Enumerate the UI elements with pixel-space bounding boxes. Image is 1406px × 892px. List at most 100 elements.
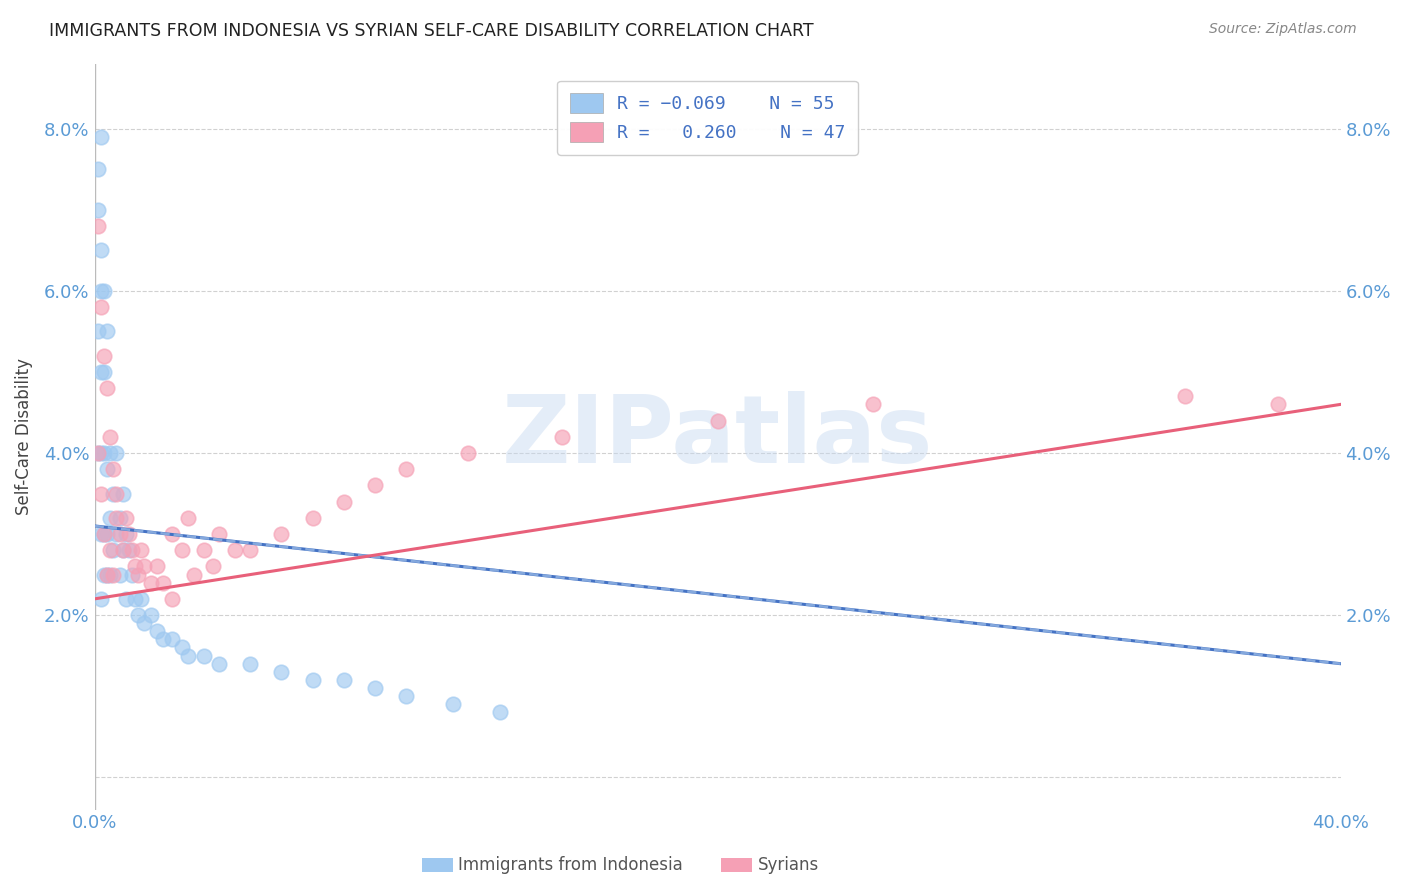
Point — [114, 511, 136, 525]
Point — [152, 632, 174, 647]
Point — [201, 559, 224, 574]
Point — [134, 559, 156, 574]
Point — [93, 567, 115, 582]
Point — [127, 608, 149, 623]
Point — [86, 446, 108, 460]
Point — [131, 543, 153, 558]
Point — [96, 381, 118, 395]
Point — [239, 657, 262, 671]
Point — [93, 349, 115, 363]
Point — [208, 527, 231, 541]
Point — [162, 632, 184, 647]
Point — [124, 559, 146, 574]
Point — [131, 591, 153, 606]
Point — [1267, 397, 1289, 411]
Point — [90, 527, 112, 541]
Point — [98, 543, 121, 558]
Point — [114, 527, 136, 541]
Point — [441, 697, 464, 711]
Point — [333, 673, 356, 687]
Point — [121, 567, 143, 582]
Point — [177, 511, 200, 525]
Text: Immigrants from Indonesia: Immigrants from Indonesia — [458, 856, 683, 874]
Point — [170, 640, 193, 655]
Point — [395, 462, 418, 476]
Point — [98, 446, 121, 460]
Text: Syrians: Syrians — [758, 856, 820, 874]
Point — [301, 673, 323, 687]
Point — [90, 300, 112, 314]
Point — [111, 486, 134, 500]
Point — [90, 130, 112, 145]
Legend: R = −0.069    N = 55, R =   0.260    N = 47: R = −0.069 N = 55, R = 0.260 N = 47 — [557, 80, 858, 154]
Point — [96, 567, 118, 582]
Point — [96, 462, 118, 476]
Point — [90, 446, 112, 460]
Point — [146, 559, 169, 574]
Point — [96, 527, 118, 541]
Point — [98, 430, 121, 444]
Point — [333, 494, 356, 508]
Point — [90, 591, 112, 606]
Point — [121, 543, 143, 558]
Point — [105, 511, 128, 525]
Point — [364, 681, 387, 695]
Y-axis label: Self-Care Disability: Self-Care Disability — [15, 359, 32, 516]
Point — [105, 527, 128, 541]
Point — [118, 543, 141, 558]
Point — [86, 162, 108, 177]
Point — [93, 284, 115, 298]
Point — [86, 446, 108, 460]
Point — [551, 430, 574, 444]
Point — [98, 511, 121, 525]
Point — [364, 478, 387, 492]
Point — [103, 486, 125, 500]
Point — [706, 414, 728, 428]
Point — [183, 567, 205, 582]
Point — [162, 591, 184, 606]
Point — [105, 486, 128, 500]
Point — [93, 446, 115, 460]
Point — [270, 527, 292, 541]
Point — [162, 527, 184, 541]
Point — [98, 567, 121, 582]
Point — [111, 543, 134, 558]
Point — [139, 575, 162, 590]
Point — [118, 527, 141, 541]
Point — [90, 244, 112, 258]
Point — [193, 543, 215, 558]
Text: Source: ZipAtlas.com: Source: ZipAtlas.com — [1209, 22, 1357, 37]
Point — [86, 325, 108, 339]
Point — [103, 543, 125, 558]
Text: ZIPatlas: ZIPatlas — [502, 391, 934, 483]
Point — [152, 575, 174, 590]
Point — [395, 689, 418, 703]
Point — [139, 608, 162, 623]
Text: IMMIGRANTS FROM INDONESIA VS SYRIAN SELF-CARE DISABILITY CORRELATION CHART: IMMIGRANTS FROM INDONESIA VS SYRIAN SELF… — [49, 22, 814, 40]
Point — [170, 543, 193, 558]
Point — [96, 567, 118, 582]
Point — [208, 657, 231, 671]
Point — [270, 665, 292, 679]
Point — [1174, 389, 1197, 403]
Point — [114, 591, 136, 606]
Point — [111, 543, 134, 558]
Point — [224, 543, 246, 558]
Point — [86, 219, 108, 233]
Point — [124, 591, 146, 606]
Point — [108, 527, 131, 541]
Point — [90, 284, 112, 298]
Point — [90, 486, 112, 500]
Point — [239, 543, 262, 558]
Point — [193, 648, 215, 663]
Point — [103, 462, 125, 476]
Point — [457, 446, 479, 460]
Point — [488, 706, 510, 720]
Point — [127, 567, 149, 582]
Point — [93, 527, 115, 541]
Point — [177, 648, 200, 663]
Point — [90, 365, 112, 379]
Point — [862, 397, 884, 411]
Point — [96, 325, 118, 339]
Point — [134, 616, 156, 631]
